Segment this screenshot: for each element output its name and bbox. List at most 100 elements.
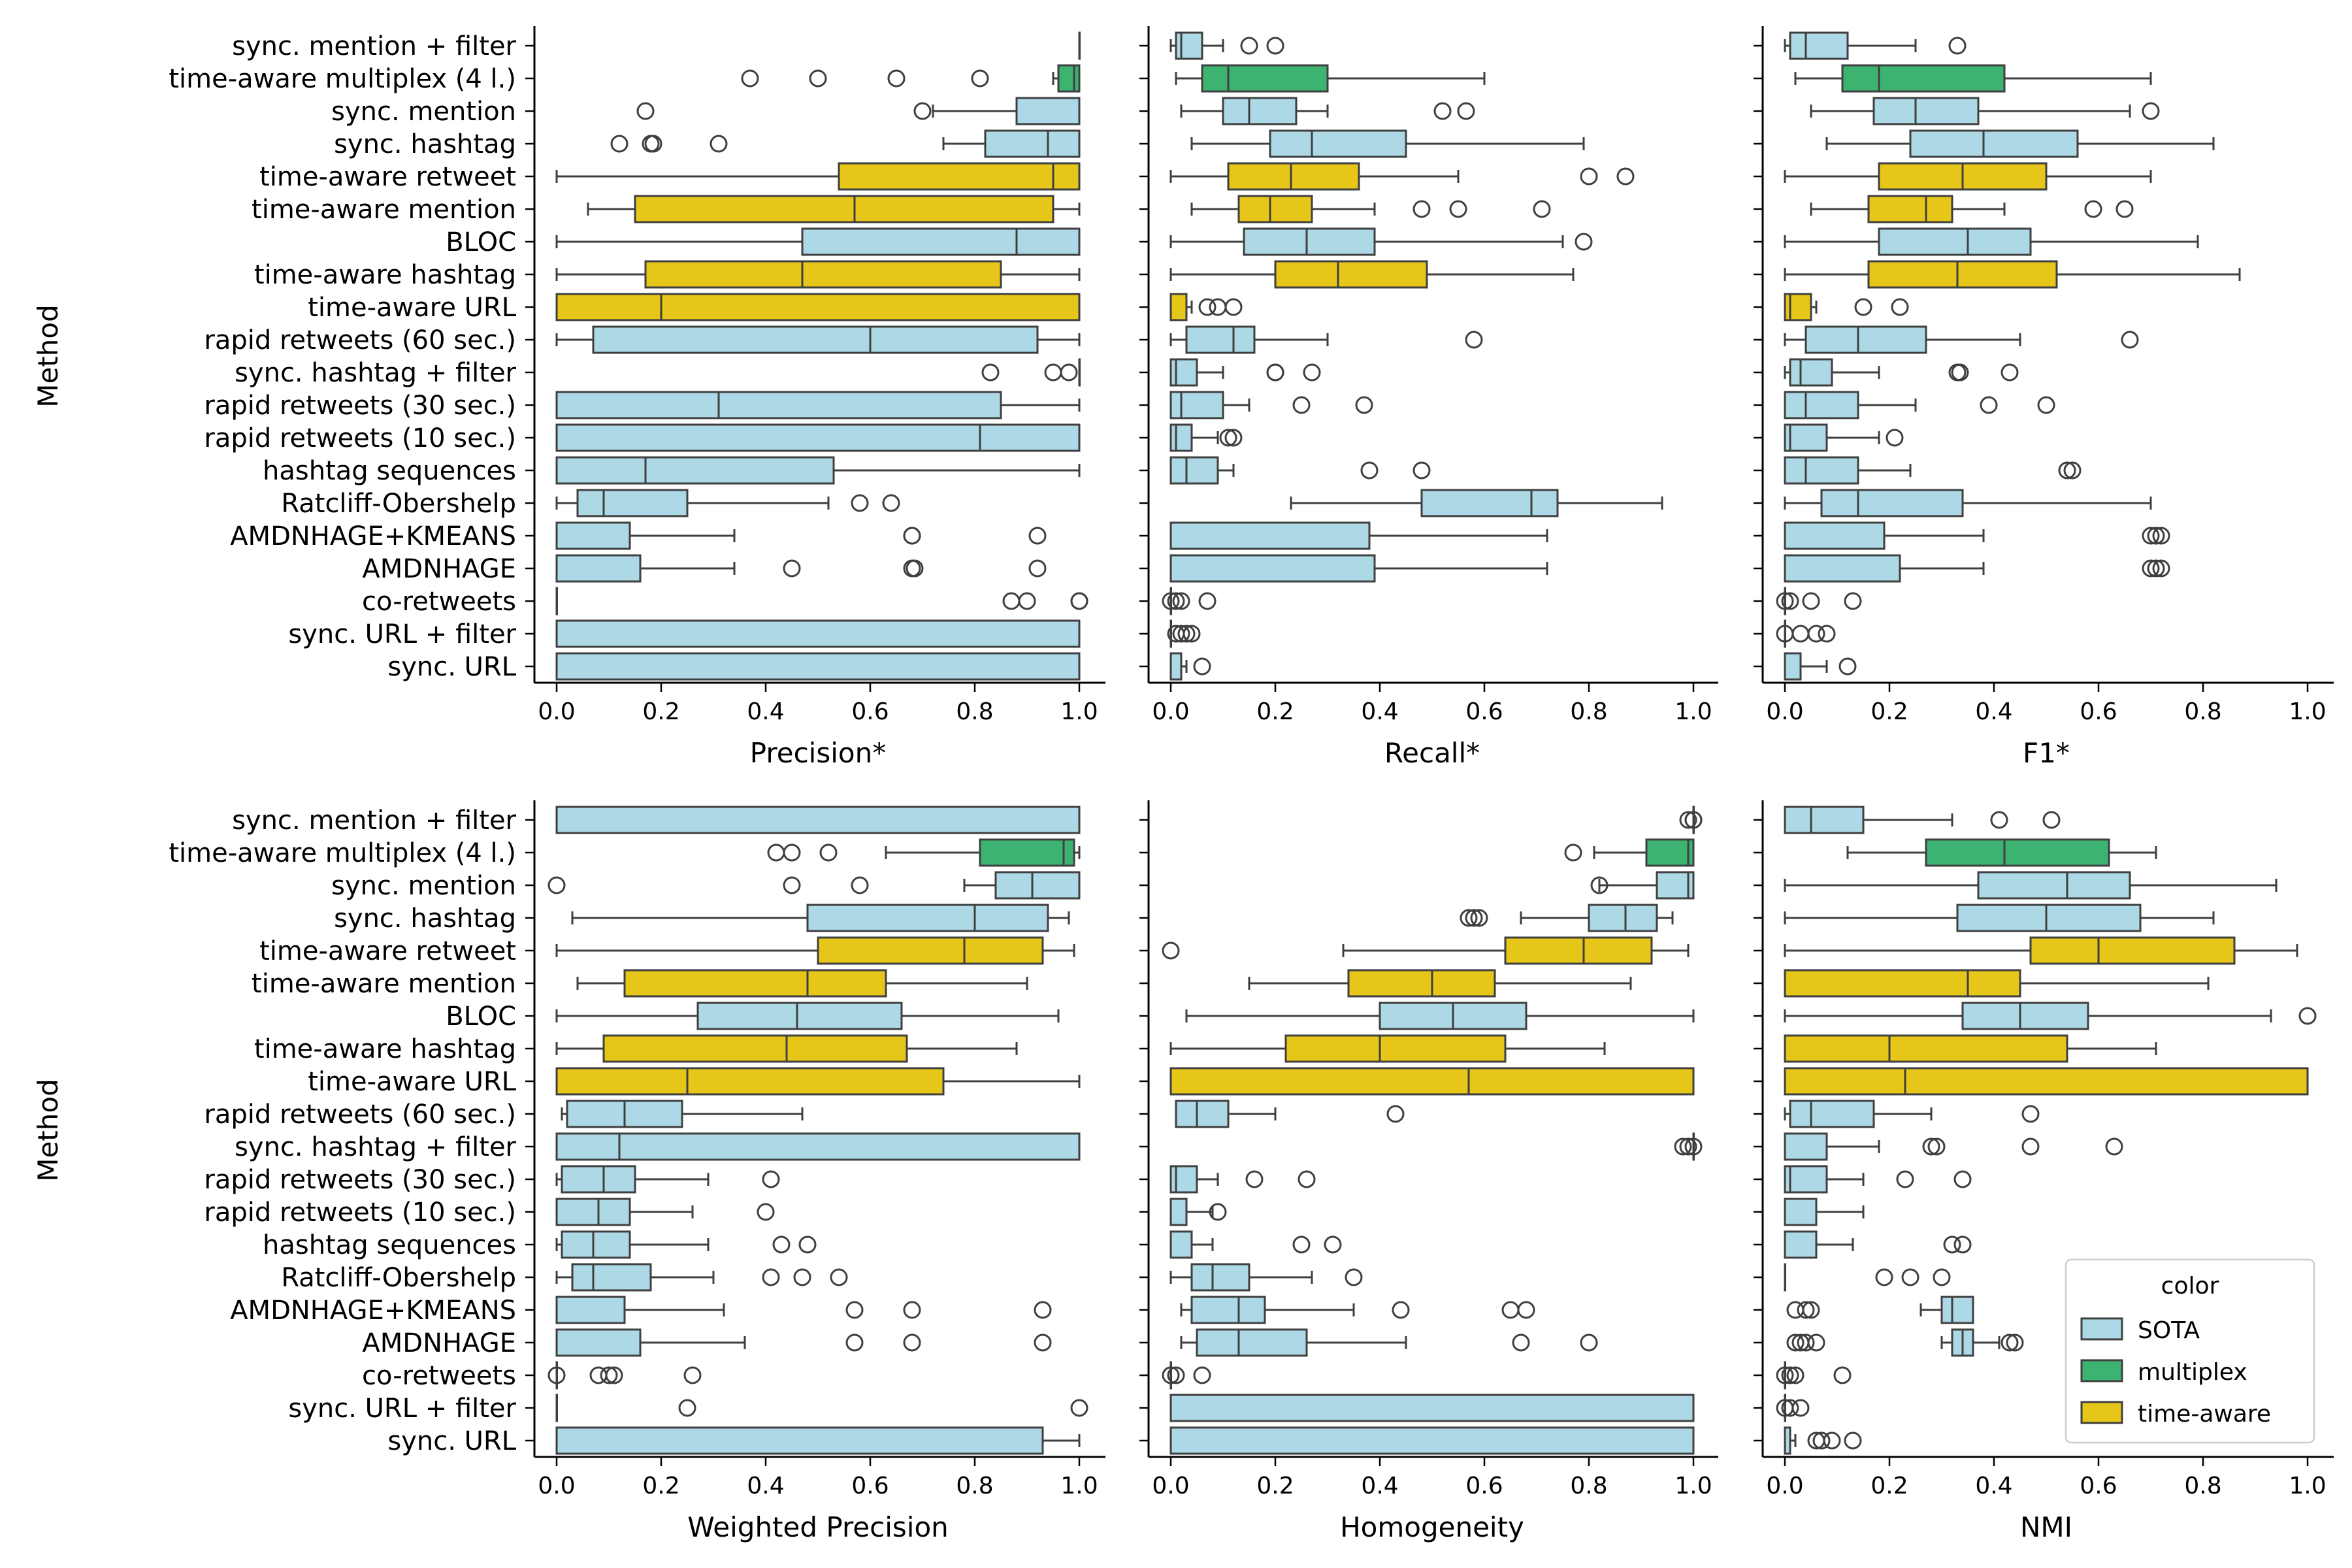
iqr-box [1269,129,1407,158]
box-rapid-retweets-10-sec- [555,1198,775,1226]
y-tick-label: time-aware multiplex (4 l.) [169,838,516,868]
box-rapid-retweets-60-sec- [1784,1100,2040,1128]
y-tick-label: sync. hashtag + filter [235,358,516,388]
outlier-point [1193,657,1211,676]
outlier-point [1345,1268,1363,1286]
outlier-point [1802,1301,1820,1319]
outlier-point [1198,592,1217,610]
iqr-box [1169,1198,1188,1226]
outlier-point [1240,37,1258,55]
outlier-point [1776,1366,1794,1384]
iqr-box [1956,904,2142,932]
x-tick-label: 0.8 [956,698,993,725]
iqr-box [1588,904,1658,932]
box-sync-hashtag-filter [1784,1132,2123,1161]
iqr-box [1872,97,1980,125]
box-sync-mention [1590,871,1695,900]
box-bloc [1784,1002,2317,1030]
iqr-box [1784,1132,1828,1161]
iqr-box [1169,1165,1198,1194]
outlier-point [1781,1366,1799,1384]
outlier-point [1580,1333,1598,1352]
y-tick-label: AMDNHAGE [362,1328,516,1358]
box-sync-url [1169,652,1211,681]
y-tick-label: sync. hashtag + filter [235,1132,516,1162]
outlier-point [1791,1399,1810,1417]
iqr-box [555,806,1081,834]
box-time-aware-retweet [555,162,1081,191]
box-amdnhage-kmeans [1169,521,1548,550]
y-tick-label: sync. mention + filter [232,806,516,836]
box-amdnhage-kmeans [555,1296,1052,1324]
box-rapid-retweets-10-sec- [1784,423,1904,452]
box-bloc [1784,227,2199,256]
outlier-point [1533,200,1551,218]
iqr-box [555,1132,1081,1161]
outlier-point [851,494,869,512]
iqr-box [1169,358,1198,387]
outlier-point [1590,876,1609,894]
box-rapid-retweets-30-sec- [555,391,1081,419]
box-time-aware-retweet [1784,936,2298,965]
iqr-box [1784,652,1802,681]
iqr-box [1909,129,2079,158]
x-tick-label: 0.2 [642,698,679,725]
outlier-point [1034,1333,1052,1352]
box-rapid-retweets-30-sec- [555,1165,780,1194]
y-axis-label-top: Method [32,304,64,408]
y-tick-label: Ratcliff-Obershelp [281,1263,516,1293]
iqr-box [555,1067,945,1096]
outlier-point [1177,625,1196,643]
outlier-point [2021,1105,2040,1123]
outlier-point [2001,1333,2019,1352]
y-tick-label: time-aware mention [252,969,516,999]
iqr-box [555,652,1081,681]
iqr-box [1222,97,1298,125]
outlier-point [1818,625,1836,643]
x-tick-label: 0.0 [538,1473,575,1499]
x-tick-label: 0.8 [2184,698,2221,725]
iqr-box [994,871,1081,900]
x-tick-label: 0.4 [1361,1473,1398,1499]
iqr-box [1789,1100,1875,1128]
outlier-point [1292,1235,1311,1254]
outlier-point [1943,1235,1961,1254]
iqr-box [555,521,631,550]
outlier-point [1460,909,1478,927]
outlier-point [1060,363,1078,382]
iqr-box [592,325,1039,354]
y-tick-label: time-aware URL [308,1067,517,1097]
outlier-point [1433,102,1452,120]
iqr-box [1867,195,1953,223]
outlier-point [783,876,801,894]
iqr-box [1196,1328,1308,1357]
x-tick-label: 0.4 [747,1473,784,1499]
box-amdnhage [1786,1328,2024,1357]
box-time-aware-hashtag [1784,1034,2157,1063]
box-sync-hashtag [1460,904,1674,932]
outlier-point [1933,1268,1951,1286]
iqr-box [555,423,1081,452]
outlier-point [1781,592,1799,610]
y-tick-label: AMDNHAGE+KMEANS [230,1296,516,1326]
outlier-point [1927,1137,1946,1156]
box-sync-mention [1784,871,2278,900]
iqr-box [1784,1067,2309,1096]
outlier-point [1324,1235,1342,1254]
box-rapid-retweets-30-sec- [1169,1165,1316,1194]
outlier-point [1616,167,1635,186]
outlier-point [2298,1007,2317,1025]
box-bloc [1169,227,1593,256]
iqr-box [1347,969,1496,998]
outlier-point [1953,1235,1972,1254]
y-tick-label: co-retweets [362,1361,516,1391]
box-sync-url [1784,652,1857,681]
box-sync-url-filter [1776,619,1836,648]
outlier-point [678,1399,696,1417]
legend-swatch [2080,1317,2123,1341]
legend-entry: multiplex [2138,1359,2247,1386]
outlier-point [2001,363,2019,382]
iqr-box [1645,838,1695,867]
iqr-box [1784,423,1828,452]
box-time-aware-mention [1784,969,2210,998]
